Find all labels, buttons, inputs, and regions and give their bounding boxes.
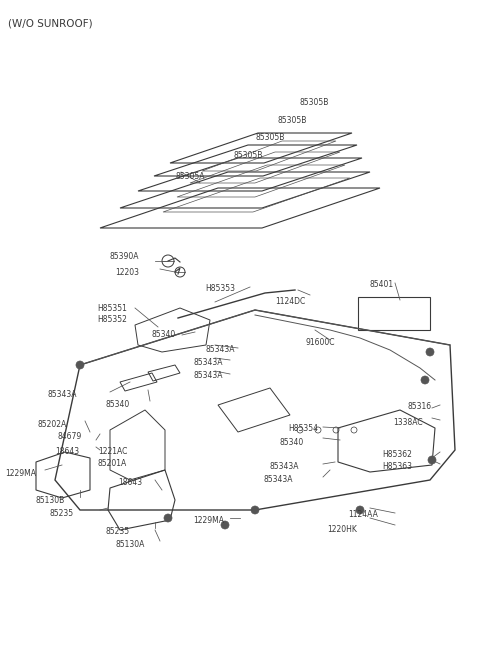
Text: 1229MA: 1229MA <box>5 469 36 478</box>
Text: 85340: 85340 <box>280 438 304 447</box>
Text: 85235: 85235 <box>50 509 74 518</box>
Circle shape <box>76 361 84 369</box>
Text: 85305B: 85305B <box>234 151 264 160</box>
Text: 85340: 85340 <box>152 330 176 339</box>
Text: 85305A: 85305A <box>175 172 204 181</box>
Circle shape <box>428 456 436 464</box>
Text: 85401: 85401 <box>370 280 394 289</box>
Text: 85390A: 85390A <box>110 252 140 261</box>
Text: 85130B: 85130B <box>36 496 65 505</box>
Circle shape <box>356 506 364 514</box>
Text: 18643: 18643 <box>118 478 142 487</box>
Text: H85362: H85362 <box>382 450 412 459</box>
Text: 85305B: 85305B <box>300 98 329 107</box>
Circle shape <box>221 521 229 529</box>
Text: (W/O SUNROOF): (W/O SUNROOF) <box>8 18 93 28</box>
Circle shape <box>164 514 172 522</box>
Text: H85351: H85351 <box>97 304 127 313</box>
Text: 85316: 85316 <box>408 402 432 411</box>
Text: H85363: H85363 <box>382 462 412 471</box>
Text: 85340: 85340 <box>105 400 129 409</box>
Text: 85343A: 85343A <box>193 371 223 380</box>
Text: 85343A: 85343A <box>270 462 300 471</box>
Text: 85343A: 85343A <box>48 390 77 399</box>
Text: 1221AC: 1221AC <box>98 447 127 456</box>
Circle shape <box>421 376 429 384</box>
Text: 85202A: 85202A <box>38 420 67 429</box>
Circle shape <box>426 348 434 356</box>
Text: 1124AA: 1124AA <box>348 510 378 519</box>
Circle shape <box>251 506 259 514</box>
Text: 85343A: 85343A <box>264 475 293 484</box>
Text: 12203: 12203 <box>115 268 139 277</box>
Text: 1220HK: 1220HK <box>327 525 357 534</box>
Text: 1229MA: 1229MA <box>193 516 224 525</box>
Text: 85343A: 85343A <box>205 345 235 354</box>
Text: 1124DC: 1124DC <box>275 297 305 306</box>
Text: H85353: H85353 <box>205 284 235 293</box>
Text: 84679: 84679 <box>58 432 82 441</box>
Text: 91600C: 91600C <box>305 338 335 347</box>
Text: 85305B: 85305B <box>278 116 307 125</box>
Text: H85352: H85352 <box>97 315 127 324</box>
Text: 18643: 18643 <box>55 447 79 456</box>
Text: 85235: 85235 <box>105 527 129 536</box>
Text: H85354: H85354 <box>288 424 318 433</box>
Text: 85130A: 85130A <box>116 540 145 549</box>
Text: 85201A: 85201A <box>98 459 127 468</box>
Text: 85305B: 85305B <box>255 133 284 142</box>
Text: 85343A: 85343A <box>193 358 223 367</box>
Text: 1338AC: 1338AC <box>393 418 422 427</box>
